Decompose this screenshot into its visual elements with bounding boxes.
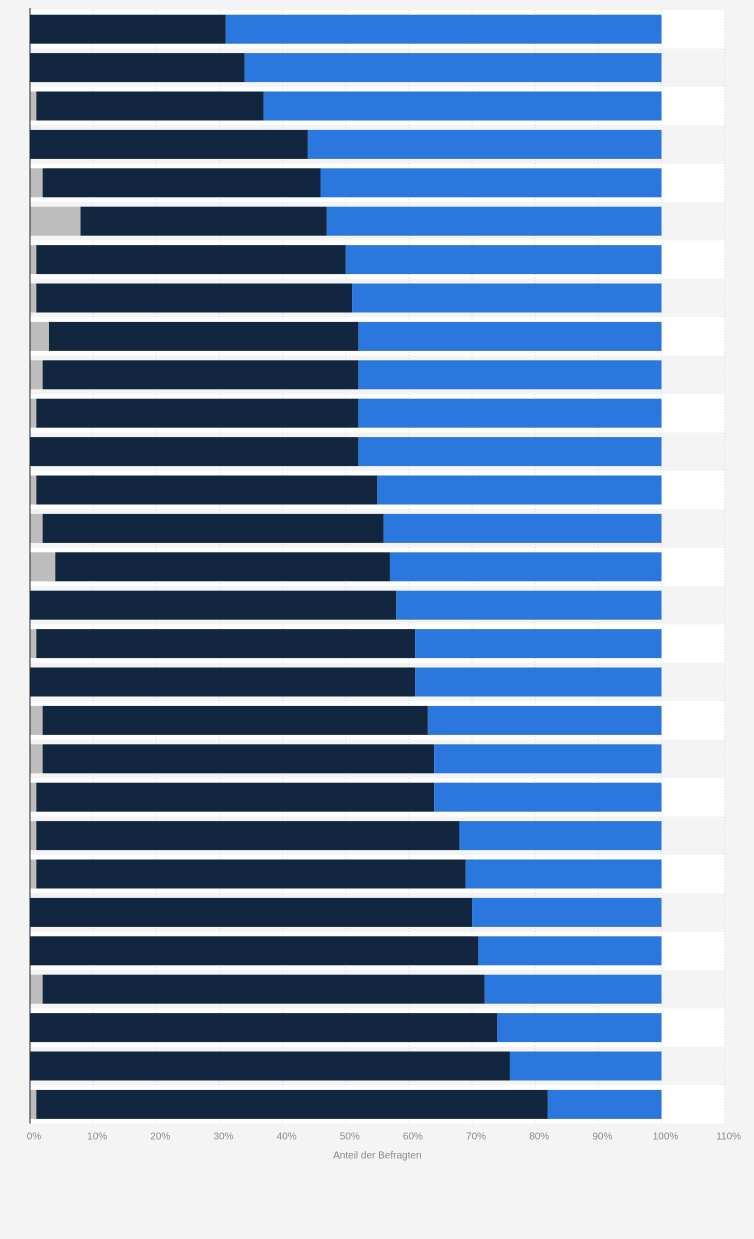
bar-segment-b	[36, 475, 378, 505]
bar-segment-b	[48, 321, 359, 351]
bar-segment-c	[345, 245, 662, 275]
bar-segment-b	[30, 667, 416, 697]
bar-segment-c	[465, 859, 662, 889]
bar-segment-b	[36, 629, 416, 659]
x-tick-label: 90%	[592, 1132, 612, 1143]
bar-segment-c	[415, 629, 662, 659]
bar-segment-c	[358, 398, 662, 428]
bar-segment-b	[36, 859, 466, 889]
bar-segment-c	[358, 437, 662, 467]
bar-segment-b	[36, 245, 346, 275]
x-tick-label: 60%	[403, 1132, 423, 1143]
bar-segment-b	[42, 744, 435, 774]
bar-segment-a	[30, 206, 81, 236]
bar-segment-a	[30, 321, 49, 351]
bar-segment-b	[30, 53, 245, 83]
bar-segment-b	[42, 360, 359, 390]
bar-segment-c	[377, 475, 662, 505]
bar-segment-b	[30, 437, 359, 467]
x-tick-label: 40%	[277, 1132, 297, 1143]
bar-segment-c	[225, 14, 662, 44]
x-tick-label: 0%	[27, 1132, 42, 1143]
bar-segment-a	[30, 245, 37, 275]
bar-segment-b	[30, 129, 308, 159]
bar-segment-b	[30, 1013, 498, 1043]
bar-segment-b	[30, 897, 473, 927]
bar-segment-a	[30, 705, 43, 735]
bar-segment-c	[547, 1089, 662, 1119]
bar-segment-a	[30, 629, 37, 659]
bar-segment-c	[509, 1051, 662, 1081]
x-axis-ticks: 0% 10% 20% 30% 40% 50% 60% 70% 80% 90% 100% 110%	[27, 1132, 741, 1143]
bar-segment-c	[320, 168, 662, 198]
bar-segment-c	[434, 744, 662, 774]
bar-segment-a	[30, 782, 37, 812]
bar-segment-b	[36, 782, 435, 812]
bar-segment-b	[30, 590, 397, 620]
bar-segment-c	[358, 321, 662, 351]
bar-segment-b	[30, 936, 479, 966]
bar-segment-b	[36, 821, 460, 851]
bar-segment-a	[30, 398, 37, 428]
x-tick-label: 10%	[87, 1132, 107, 1143]
bar-segment-a	[30, 744, 43, 774]
bar-segment-b	[30, 1051, 510, 1081]
x-tick-label: 30%	[213, 1132, 233, 1143]
bar-segment-c	[326, 206, 662, 236]
bar-segment-b	[42, 974, 485, 1004]
bar-segment-b	[30, 14, 226, 44]
bar-segment-a	[30, 974, 43, 1004]
bar-segment-b	[36, 283, 353, 313]
bar-segment-a	[30, 91, 37, 121]
x-tick-label: 50%	[340, 1132, 360, 1143]
bar-segment-c	[472, 897, 662, 927]
bar-segment-b	[42, 168, 321, 198]
bar-segment-a	[30, 552, 56, 582]
bar-segment-c	[389, 552, 662, 582]
bar-segment-b	[55, 552, 390, 582]
bar-segment-c	[307, 129, 662, 159]
bar-segment-a	[30, 821, 37, 851]
bar-segment-b	[36, 398, 359, 428]
bar-segment-a	[30, 513, 43, 543]
bar-segment-a	[30, 859, 37, 889]
bar-segment-a	[30, 360, 43, 390]
bar-segment-a	[30, 168, 43, 198]
bar-segment-b	[80, 206, 327, 236]
bar-segment-b	[36, 1089, 548, 1119]
bar-segment-c	[484, 974, 662, 1004]
x-axis-title: Anteil der Befragten	[333, 1151, 421, 1162]
bar-segment-c	[415, 667, 662, 697]
bar-segment-b	[36, 91, 264, 121]
bar-segment-a	[30, 475, 37, 505]
x-tick-label: 70%	[466, 1132, 486, 1143]
bar-segment-c	[263, 91, 662, 121]
bar-segment-c	[434, 782, 662, 812]
bar-segment-c	[358, 360, 662, 390]
bar-segment-c	[497, 1013, 662, 1043]
bar-segment-a	[30, 1089, 37, 1119]
bar-segment-b	[42, 705, 428, 735]
bar-segment-c	[459, 821, 662, 851]
bar-segment-c	[383, 513, 662, 543]
x-tick-label: 110%	[716, 1132, 741, 1143]
bar-segment-a	[30, 283, 37, 313]
x-tick-label: 100%	[653, 1132, 679, 1143]
bar-segment-c	[352, 283, 662, 313]
bar-segment-c	[478, 936, 662, 966]
bar-segment-b	[42, 513, 384, 543]
x-tick-label: 20%	[150, 1132, 170, 1143]
x-tick-label: 80%	[529, 1132, 549, 1143]
bar-segment-c	[396, 590, 662, 620]
bars	[30, 14, 662, 1119]
footer-area	[0, 1166, 754, 1239]
bar-segment-c	[244, 53, 662, 83]
bar-segment-c	[427, 705, 662, 735]
